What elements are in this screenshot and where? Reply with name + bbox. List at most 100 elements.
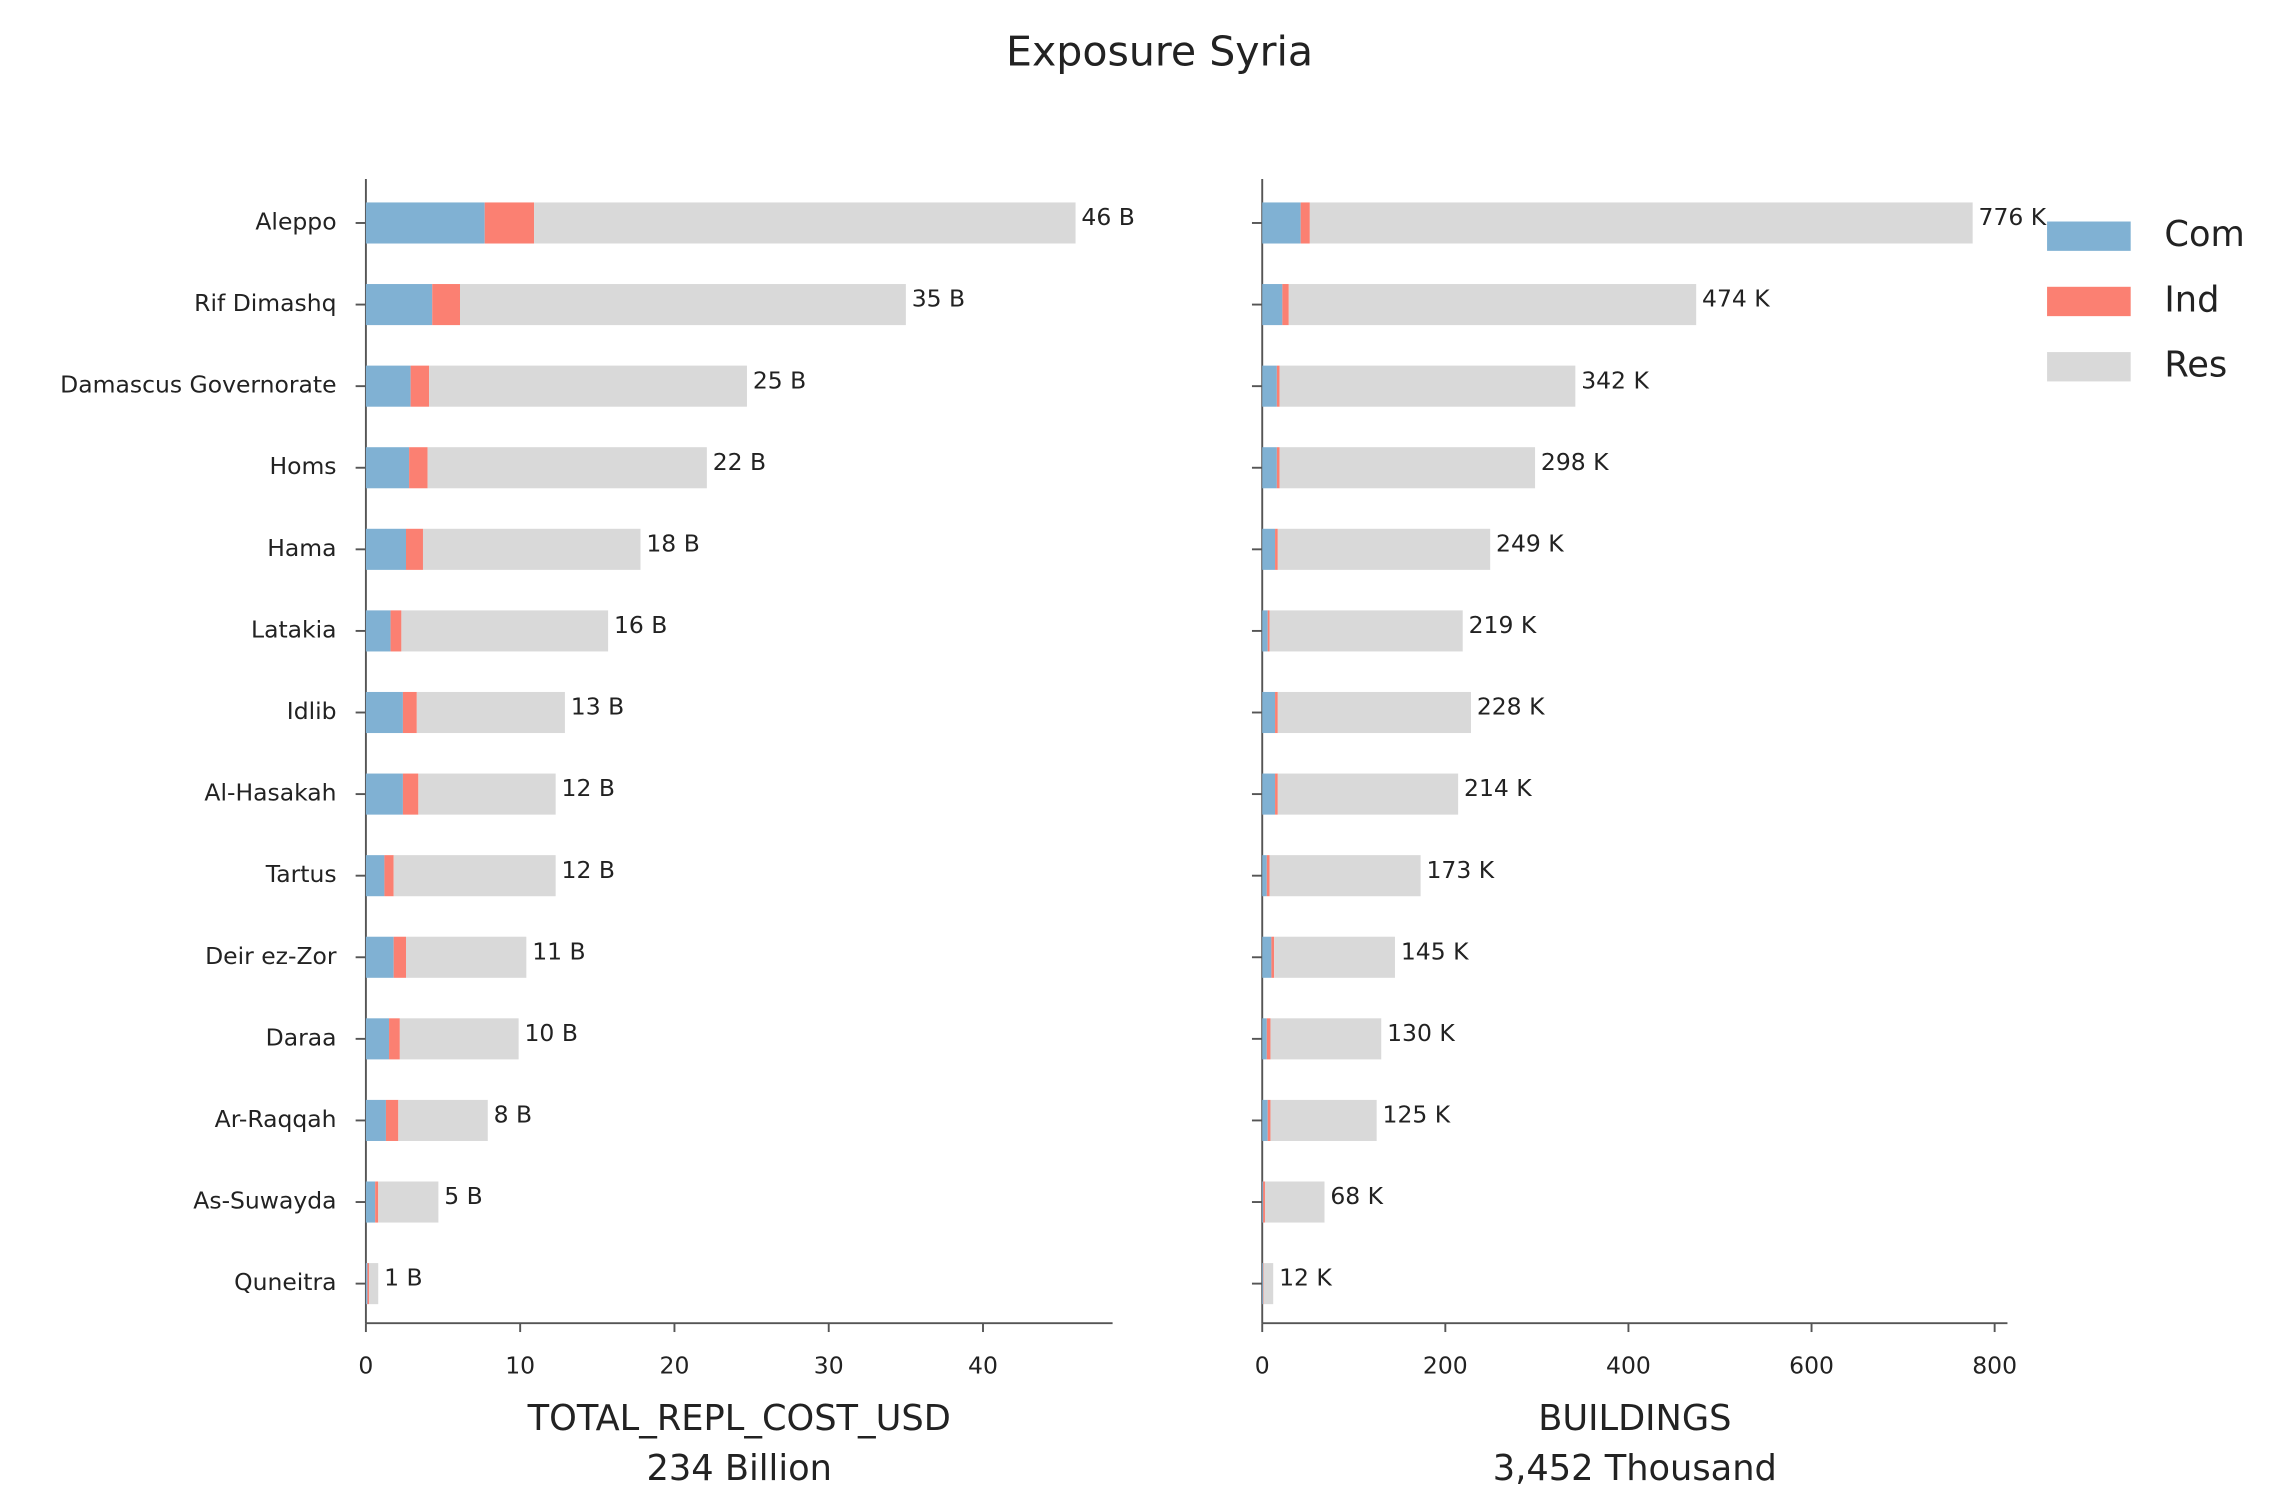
bar-segment — [1262, 528, 1276, 570]
bar-segment — [1275, 773, 1278, 815]
x-tick-label: 800 — [1972, 1352, 2017, 1380]
bar-segment — [1262, 1181, 1264, 1223]
bar-label: 12 B — [562, 774, 615, 802]
y-tick-label: Latakia — [251, 615, 337, 643]
bar-label: 35 B — [912, 285, 965, 313]
bar-segment — [365, 691, 403, 734]
bar-label: 18 B — [646, 529, 699, 557]
bar-segment — [365, 365, 411, 407]
bar-label: 298 K — [1541, 448, 1609, 476]
bar-label: 474 K — [1702, 285, 1770, 313]
bar-segment — [406, 936, 527, 978]
bar-segment — [1262, 202, 1301, 244]
bar-segment — [365, 202, 485, 244]
bar-segment — [365, 1181, 376, 1223]
bar-segment — [1262, 936, 1272, 978]
bar-segment — [1263, 1181, 1265, 1223]
bar-segment — [1262, 284, 1283, 326]
x-tick-label: 0 — [358, 1352, 373, 1380]
y-tick-label: Deir ez-Zor — [205, 942, 337, 970]
bar-segment — [1262, 610, 1268, 652]
bar-segment — [1277, 691, 1471, 734]
legend-label: Ind — [2164, 279, 2219, 320]
bar-label: 145 K — [1401, 937, 1469, 965]
bar-label: 25 B — [753, 366, 806, 394]
bar-label: 8 B — [494, 1101, 533, 1129]
bar-label: 228 K — [1477, 693, 1545, 721]
bar-segment — [427, 447, 707, 489]
bar-segment — [1262, 691, 1276, 734]
bar-segment — [1276, 365, 1280, 407]
bar-segment — [365, 610, 391, 652]
bar-label: 13 B — [571, 693, 624, 721]
x-axis-sublabel: 3,452 Thousand — [1493, 1448, 1777, 1489]
bar-segment — [1300, 202, 1310, 244]
x-axis-sublabel: 234 Billion — [647, 1448, 832, 1489]
bar-segment — [409, 447, 428, 489]
bar-segment — [399, 1018, 519, 1060]
bar-segment — [1269, 610, 1463, 652]
bar-segment — [365, 936, 394, 978]
bar-segment — [1267, 1099, 1271, 1141]
bar-segment — [393, 936, 407, 978]
bar-segment — [1275, 528, 1278, 570]
bar-segment — [1275, 691, 1278, 734]
bar-segment — [1277, 773, 1459, 815]
bar-segment — [1271, 936, 1275, 978]
bar-segment — [406, 528, 423, 570]
bar-label: 1 B — [384, 1264, 423, 1292]
bar-label: 12 K — [1279, 1264, 1332, 1292]
bar-segment — [1270, 1018, 1382, 1060]
bar-segment — [402, 691, 417, 734]
bar-segment — [365, 447, 410, 489]
bar-segment — [1262, 1099, 1268, 1141]
y-tick-label: Aleppo — [255, 207, 336, 235]
x-axis-label: TOTAL_REPL_COST_USD — [527, 1398, 951, 1439]
legend-swatch — [2047, 286, 2131, 317]
bar-label: 219 K — [1469, 611, 1537, 639]
bar-label: 173 K — [1426, 856, 1494, 884]
bar-segment — [390, 610, 402, 652]
bar-segment — [365, 1263, 368, 1305]
x-tick-label: 600 — [1789, 1352, 1834, 1380]
bar-label: 5 B — [444, 1182, 483, 1210]
y-tick-label: Tartus — [265, 860, 337, 888]
bar-segment — [1269, 855, 1421, 897]
bar-label: 342 K — [1581, 366, 1649, 394]
bar-segment — [393, 855, 556, 897]
x-tick-label: 20 — [660, 1352, 690, 1380]
bar-segment — [385, 1099, 399, 1141]
bar-label: 125 K — [1383, 1101, 1451, 1129]
bar-segment — [1263, 1263, 1274, 1305]
bar-segment — [1288, 284, 1697, 326]
bar-segment — [365, 855, 385, 897]
bar-segment — [1276, 447, 1280, 489]
x-axis-label: BUILDINGS — [1538, 1398, 1731, 1439]
x-tick-label: 30 — [814, 1352, 844, 1380]
legend-swatch — [2047, 221, 2131, 251]
bar-label: 249 K — [1496, 529, 1564, 557]
bar-label: 130 K — [1387, 1019, 1455, 1047]
legend-swatch — [2047, 352, 2131, 382]
bar-segment — [416, 691, 565, 734]
bar-segment — [378, 1181, 439, 1223]
bar-segment — [1309, 202, 1973, 244]
bar-segment — [534, 202, 1076, 244]
bar-segment — [402, 773, 419, 815]
legend-label: Com — [2164, 214, 2244, 255]
x-tick-label: 200 — [1423, 1352, 1468, 1380]
bar-segment — [1270, 1099, 1377, 1141]
bar-segment — [1277, 528, 1491, 570]
bar-segment — [384, 855, 394, 897]
legend-label: Res — [2164, 345, 2227, 386]
bar-segment — [429, 365, 747, 407]
y-tick-label: Hama — [267, 534, 336, 562]
y-tick-label: Daraa — [266, 1023, 337, 1051]
bar-segment — [432, 284, 461, 326]
bar-label: 12 B — [562, 856, 615, 884]
bar-segment — [365, 528, 407, 570]
bar-label: 16 B — [614, 611, 667, 639]
bar-segment — [1279, 365, 1576, 407]
